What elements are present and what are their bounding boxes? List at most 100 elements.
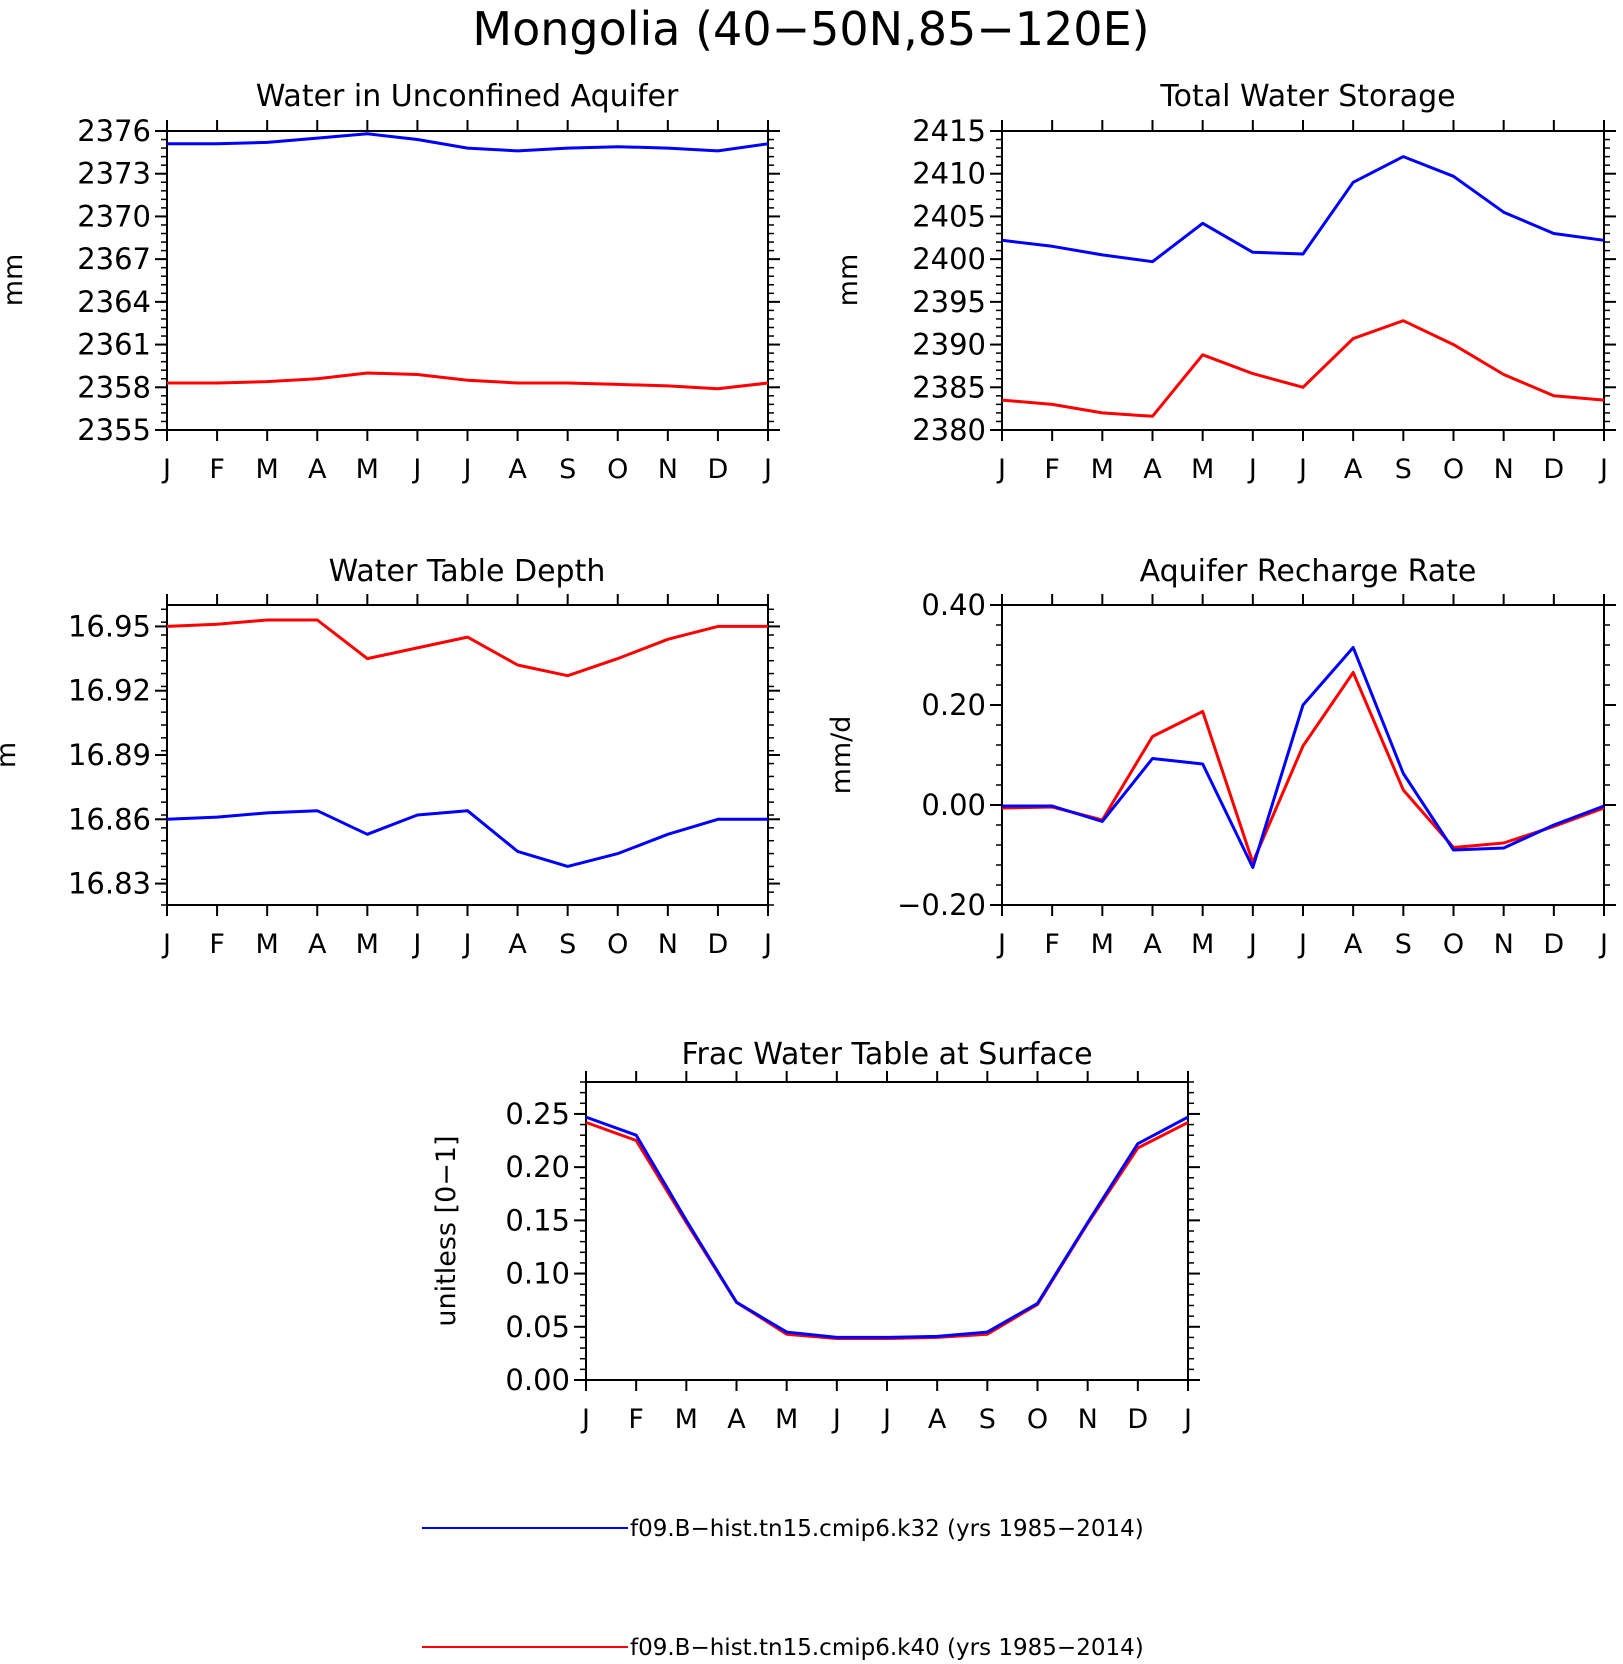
x-tick-label: D <box>1543 929 1564 960</box>
y-tick-label: 2358 <box>77 370 151 404</box>
chart-panel-5: J F M A M J J A S O N D J0.000.050.100.150.200.25Fra… <box>431 1037 1200 1435</box>
x-tick-label: F <box>209 454 225 485</box>
x-tick-label: A <box>1344 929 1363 960</box>
x-tick-label: F <box>1044 454 1060 485</box>
y-tick-label: 0.00 <box>921 788 986 822</box>
x-tick-label: N <box>1494 929 1514 960</box>
x-tick-label: N <box>1078 1404 1098 1435</box>
x-tick-label: O <box>1443 454 1464 485</box>
x-tick-label: A <box>308 929 327 960</box>
x-tick-label: A <box>508 454 527 485</box>
x-tick-label: A <box>308 454 327 485</box>
main-title: Mongolia (40−50N,85−120E) <box>472 2 1149 56</box>
x-tick-label: J <box>1598 929 1608 960</box>
x-tick-label: D <box>1543 454 1564 485</box>
x-tick-label: O <box>607 454 628 485</box>
x-tick-label: J <box>161 929 171 960</box>
x-tick-label: J <box>411 454 421 485</box>
y-tick-label: 2367 <box>77 242 151 276</box>
x-tick-label: J <box>161 454 171 485</box>
x-tick-label: J <box>462 454 472 485</box>
x-tick-label: F <box>209 929 225 960</box>
y-tick-label: 2361 <box>77 328 151 362</box>
y-tick-label: 2355 <box>77 413 151 447</box>
y-tick-label: 0.00 <box>505 1363 570 1397</box>
plot-frame <box>585 1081 1189 1381</box>
y-axis-label: mm <box>833 254 864 307</box>
x-tick-label: J <box>996 454 1006 485</box>
y-tick-label: 2370 <box>77 199 151 233</box>
x-tick-label: A <box>1143 929 1162 960</box>
y-tick-label: 2364 <box>77 285 151 319</box>
x-tick-label: J <box>1297 454 1307 485</box>
x-tick-label: S <box>559 454 576 485</box>
x-tick-label: F <box>1044 929 1060 960</box>
legend-label-k40: f09.B−hist.tn15.cmip6.k40 (yrs 1985−2014… <box>630 1635 1144 1661</box>
y-tick-label: 2415 <box>912 114 986 148</box>
y-tick-label: 2390 <box>912 328 986 362</box>
x-tick-label: M <box>1191 929 1214 960</box>
y-tick-label: 0.40 <box>921 588 986 622</box>
x-tick-label: M <box>256 929 279 960</box>
x-tick-label: J <box>1182 1404 1192 1435</box>
x-tick-label: S <box>1395 454 1412 485</box>
y-tick-label: 2395 <box>912 285 986 319</box>
x-tick-label: J <box>411 929 421 960</box>
y-tick-label: 0.20 <box>921 688 986 722</box>
x-tick-label: J <box>762 454 772 485</box>
y-tick-label: 16.92 <box>68 674 151 708</box>
x-tick-label: O <box>607 929 628 960</box>
y-axis-label: m <box>0 742 22 768</box>
x-tick-label: J <box>1247 929 1257 960</box>
x-tick-label: N <box>1494 454 1514 485</box>
plot-frame <box>1001 604 1605 906</box>
y-tick-label: 2380 <box>912 413 986 447</box>
series-line-k40 <box>1001 671 1605 864</box>
plot-frame <box>1001 130 1605 431</box>
x-tick-label: M <box>1091 929 1114 960</box>
x-tick-label: M <box>1091 454 1114 485</box>
series-line-k40 <box>1001 319 1605 418</box>
series-line-k40 <box>585 1120 1189 1340</box>
series-line-k32 <box>167 132 769 153</box>
x-tick-label: M <box>356 929 379 960</box>
x-tick-label: D <box>708 454 729 485</box>
chart-panel-3: J F M A M J J A S O N D J16.8316.8616.8916.9216.95Wa… <box>0 554 780 960</box>
x-tick-label: N <box>658 454 678 485</box>
legend-label-k32: f09.B−hist.tn15.cmip6.k32 (yrs 1985−2014… <box>630 1516 1144 1542</box>
y-tick-label: 2410 <box>912 157 986 191</box>
x-tick-label: S <box>979 1404 996 1435</box>
y-axis-label: unitless [0−1] <box>431 1135 462 1326</box>
series-line-k40 <box>167 371 769 391</box>
y-tick-label: 0.25 <box>505 1097 570 1131</box>
chart-panel-2: J F M A M J J A S O N D J238023852390239524002405241… <box>833 79 1616 485</box>
x-tick-label: N <box>658 929 678 960</box>
x-tick-label: S <box>1395 929 1412 960</box>
y-axis-label: mm <box>0 254 29 307</box>
y-tick-label: 16.95 <box>68 609 151 643</box>
panels: J F M A M J J A S O N D J235523582361236423672370237… <box>0 79 1616 1435</box>
x-tick-label: A <box>1143 454 1162 485</box>
y-tick-label: 2376 <box>77 114 151 148</box>
series-line-k40 <box>166 618 768 678</box>
x-tick-label: O <box>1027 1404 1048 1435</box>
panel-title: Water Table Depth <box>329 554 606 589</box>
chart-panel-1: J F M A M J J A S O N D J235523582361236423672370237… <box>0 79 780 485</box>
x-tick-label: A <box>508 929 527 960</box>
x-tick-label: A <box>1344 454 1363 485</box>
x-tick-label: J <box>1297 929 1307 960</box>
y-tick-label: 16.83 <box>68 867 151 901</box>
y-tick-label: −0.20 <box>897 888 986 922</box>
panel-title: Total Water Storage <box>1159 79 1455 114</box>
x-tick-label: J <box>580 1404 590 1435</box>
x-tick-label: J <box>762 929 772 960</box>
y-tick-label: 2385 <box>912 370 986 404</box>
series-line-k32 <box>166 809 768 868</box>
x-tick-label: O <box>1443 929 1464 960</box>
x-tick-label: M <box>675 1404 698 1435</box>
x-tick-label: J <box>462 929 472 960</box>
series-line-k32 <box>1001 155 1605 264</box>
y-tick-label: 0.05 <box>505 1310 570 1344</box>
y-tick-label: 0.20 <box>505 1150 570 1184</box>
